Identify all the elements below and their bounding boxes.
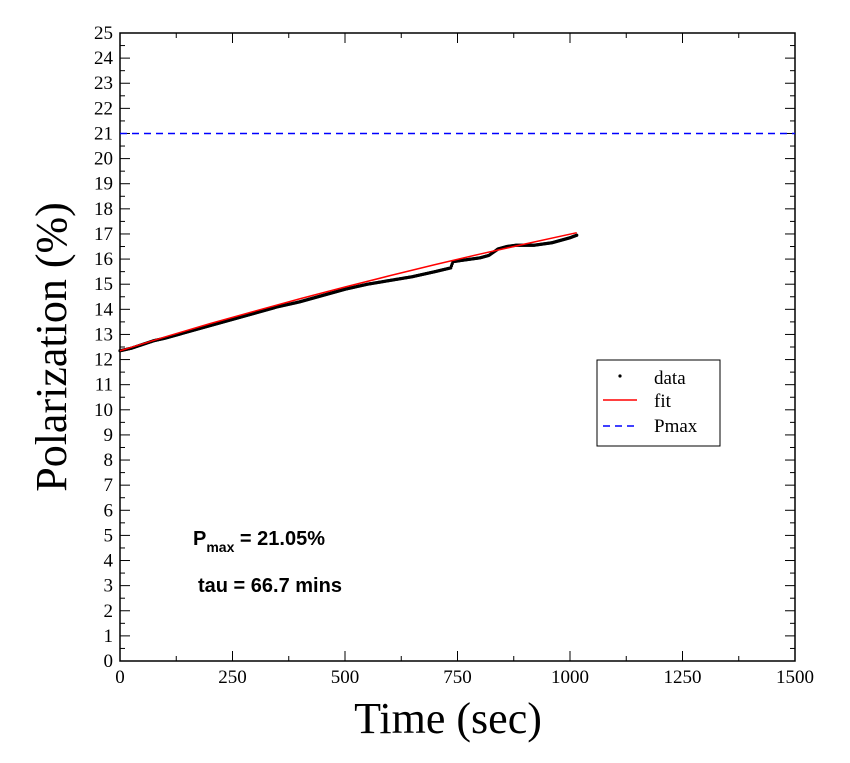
x-axis: 0 250 500 750 1000 1250 1500 [115, 33, 814, 688]
svg-text:Pmax = 21.05%: Pmax = 21.05% [193, 528, 325, 555]
y-tick-label: 22 [94, 98, 113, 119]
y-tick-label: 0 [104, 651, 114, 672]
y-tick-label: 23 [94, 73, 113, 94]
y-tick-label: 4 [104, 551, 114, 572]
legend-label-data: data [654, 368, 686, 389]
y-tick-label: 17 [94, 224, 113, 245]
y-tick-label: 19 [94, 174, 113, 195]
legend-box [596, 359, 721, 447]
y-tick-label: 10 [94, 400, 113, 421]
x-tick-label: 0 [115, 667, 125, 688]
y-tick-label: 14 [94, 299, 114, 320]
y-tick-label: 12 [94, 350, 113, 371]
annotation-pmax-value: = 21.05% [234, 528, 325, 550]
y-axis: 0123456789101112131415161718192021222324… [94, 23, 795, 672]
y-axis-title: Polarization (%) [27, 202, 76, 492]
y-tick-label: 16 [94, 249, 113, 270]
data-point [575, 233, 579, 237]
y-tick-label: 13 [94, 324, 113, 345]
y-tick-label: 11 [95, 375, 113, 396]
series-fit-line [119, 231, 577, 352]
y-tick-label: 7 [104, 475, 114, 496]
legend: data fit Pmax [596, 359, 721, 447]
y-tick-label: 5 [104, 525, 114, 546]
y-tick-label: 20 [94, 149, 113, 170]
y-tick-label: 25 [94, 23, 113, 44]
plot-frame [119, 32, 796, 662]
legend-label-pmax: Pmax [654, 416, 698, 437]
y-tick-label: 8 [104, 450, 114, 471]
y-tick-label: 15 [94, 274, 113, 295]
y-tick-label: 24 [94, 48, 114, 69]
x-tick-label: 1250 [664, 667, 702, 688]
annotation-pmax-symbol: P [193, 528, 206, 550]
x-tick-label: 1500 [776, 667, 814, 688]
y-tick-label: 21 [94, 123, 113, 144]
legend-data-marker [618, 374, 622, 378]
y-tick-label: 9 [104, 425, 114, 446]
annotation-pmax: Pmax = 21.05% [193, 528, 325, 555]
series-layer [118, 132, 795, 353]
y-tick-label: 6 [104, 500, 114, 521]
x-tick-label: 1000 [551, 667, 589, 688]
legend-label-fit: fit [654, 391, 672, 412]
x-tick-label: 750 [443, 667, 472, 688]
y-tick-label: 3 [104, 576, 114, 597]
x-tick-label: 250 [218, 667, 247, 688]
x-tick-label: 500 [331, 667, 360, 688]
y-tick-label: 1 [104, 626, 114, 647]
annotation-tau: tau = 66.7 mins [198, 575, 342, 597]
annotation-pmax-subscript: max [206, 539, 234, 555]
y-tick-label: 2 [104, 601, 114, 622]
y-tick-label: 18 [94, 199, 113, 220]
x-axis-title: Time (sec) [354, 694, 542, 743]
